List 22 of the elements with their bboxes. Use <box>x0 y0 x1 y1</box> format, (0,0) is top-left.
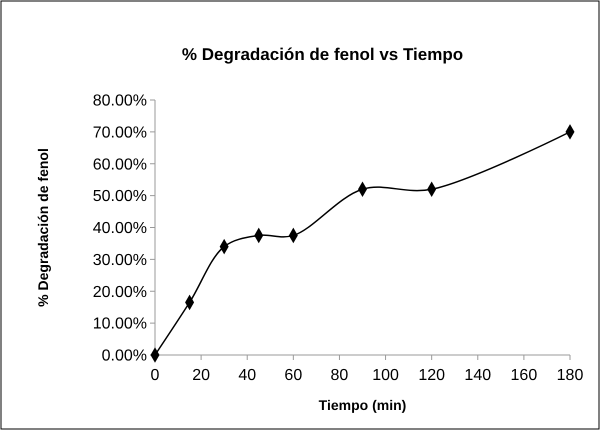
y-tick-label: 40.00% <box>92 220 147 238</box>
y-tick-label: 0.00% <box>102 348 147 365</box>
x-tick-label: 60 <box>284 367 302 384</box>
y-tick-label: 60.00% <box>92 156 147 174</box>
y-axis-title: % Degradación de fenol <box>35 148 51 307</box>
y-tick-label: 50.00% <box>92 188 147 206</box>
x-tick-label: 160 <box>510 367 538 384</box>
x-tick-label: 100 <box>372 367 399 384</box>
x-tick-label: 20 <box>192 367 210 384</box>
x-tick-label: 40 <box>238 367 256 384</box>
y-tick-label: 70.00% <box>92 124 147 142</box>
x-tick-label: 140 <box>464 367 492 384</box>
chart-title: % Degradación de fenol vs Tiempo <box>182 45 464 64</box>
y-tick-label: 20.00% <box>92 284 147 301</box>
x-tick-label: 120 <box>418 367 446 384</box>
y-tick-label: 30.00% <box>92 252 147 269</box>
x-tick-label: 180 <box>556 367 584 384</box>
x-axis-title: Tiempo (min) <box>318 397 406 413</box>
x-tick-label: 80 <box>330 367 348 384</box>
y-tick-label: 10.00% <box>92 316 147 333</box>
y-tick-label: 80.00% <box>92 92 147 110</box>
x-tick-label: 0 <box>150 367 160 384</box>
